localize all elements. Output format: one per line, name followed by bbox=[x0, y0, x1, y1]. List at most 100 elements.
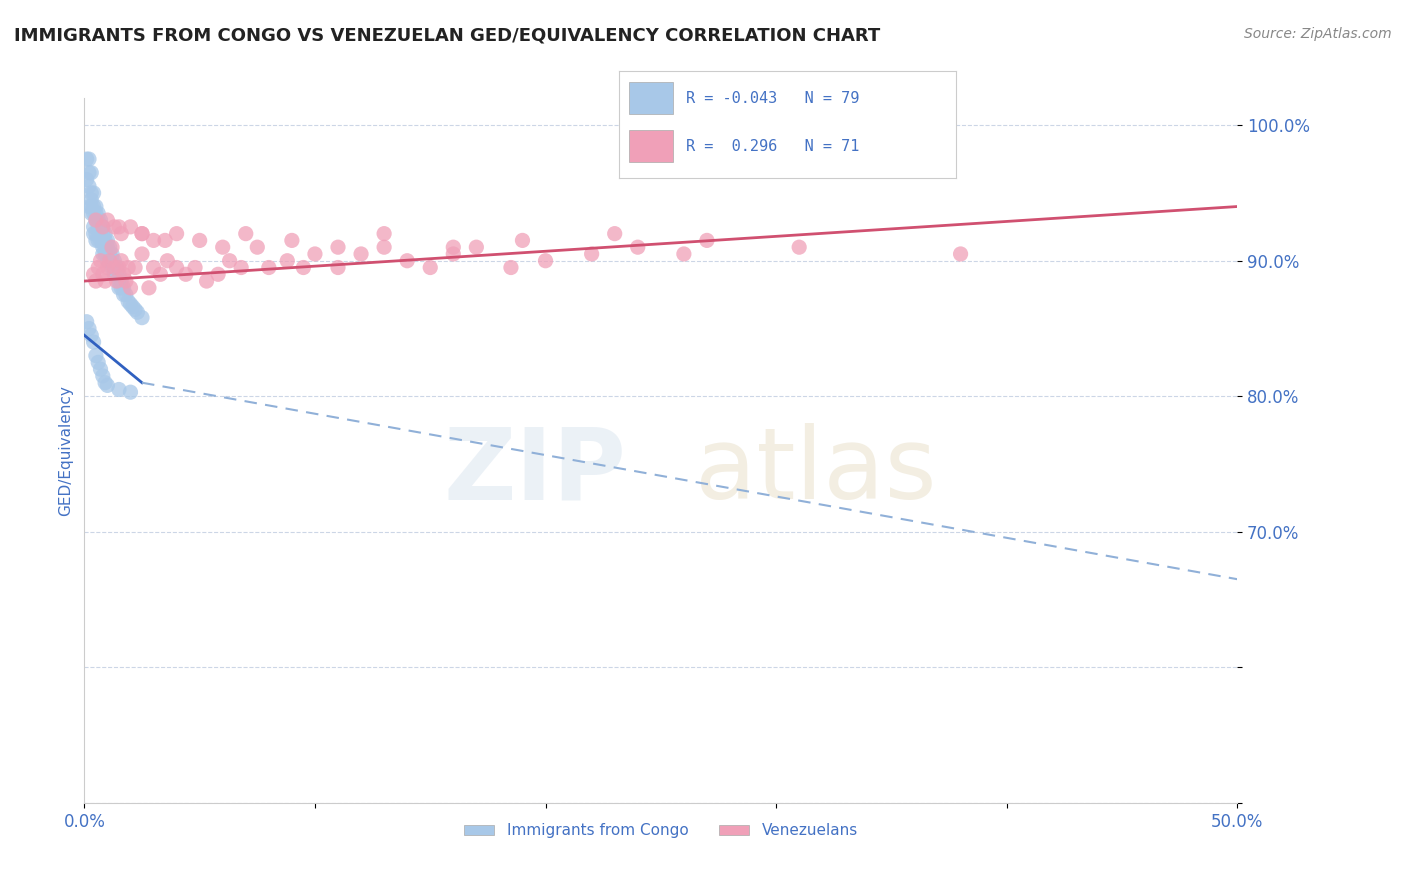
Point bbox=[131, 227, 153, 241]
Point bbox=[207, 268, 229, 282]
Text: IMMIGRANTS FROM CONGO VS VENEZUELAN GED/EQUIVALENCY CORRELATION CHART: IMMIGRANTS FROM CONGO VS VENEZUELAN GED/… bbox=[14, 27, 880, 45]
Point bbox=[98, 240, 121, 254]
Point bbox=[108, 268, 131, 282]
Point bbox=[96, 213, 118, 227]
Point bbox=[188, 234, 211, 248]
Point bbox=[94, 376, 117, 390]
Point bbox=[257, 260, 280, 275]
Text: R =  0.296   N = 71: R = 0.296 N = 71 bbox=[686, 139, 859, 153]
Point bbox=[84, 206, 107, 220]
Point bbox=[94, 274, 117, 288]
Point bbox=[138, 281, 160, 295]
Point bbox=[84, 213, 107, 227]
Point bbox=[120, 281, 142, 295]
Point bbox=[441, 247, 464, 261]
Point bbox=[87, 260, 110, 275]
Point bbox=[96, 234, 118, 248]
Point bbox=[350, 247, 373, 261]
Point bbox=[98, 253, 121, 268]
Point bbox=[103, 260, 125, 275]
Point bbox=[110, 227, 132, 241]
Point bbox=[696, 234, 718, 248]
Point bbox=[124, 302, 146, 317]
Point bbox=[120, 297, 142, 311]
Point bbox=[246, 240, 269, 254]
Point bbox=[124, 260, 146, 275]
Point bbox=[96, 253, 118, 268]
Point bbox=[142, 234, 165, 248]
Point bbox=[110, 274, 132, 288]
Point bbox=[231, 260, 253, 275]
Point bbox=[110, 281, 132, 295]
Point bbox=[94, 247, 117, 261]
Point bbox=[627, 240, 650, 254]
Point bbox=[292, 260, 315, 275]
Point bbox=[581, 247, 603, 261]
Point bbox=[373, 240, 395, 254]
Point bbox=[94, 240, 117, 254]
Point bbox=[89, 219, 111, 234]
Point bbox=[465, 240, 488, 254]
Point bbox=[83, 200, 105, 214]
Point bbox=[84, 274, 107, 288]
Point bbox=[441, 240, 464, 254]
Point bbox=[91, 219, 114, 234]
Point bbox=[103, 260, 125, 275]
Point bbox=[77, 200, 100, 214]
Point bbox=[77, 152, 100, 166]
Point bbox=[89, 227, 111, 241]
Point bbox=[91, 368, 114, 383]
Point bbox=[76, 172, 98, 186]
Point bbox=[117, 260, 139, 275]
Point bbox=[76, 152, 98, 166]
Point bbox=[103, 219, 125, 234]
Point bbox=[91, 234, 114, 248]
Point bbox=[87, 355, 110, 369]
Point bbox=[101, 253, 124, 268]
Point bbox=[83, 268, 105, 282]
Point bbox=[83, 219, 105, 234]
Text: atlas: atlas bbox=[696, 423, 936, 520]
Point bbox=[166, 260, 188, 275]
Point bbox=[84, 349, 107, 363]
Point bbox=[499, 260, 522, 275]
Point bbox=[672, 247, 695, 261]
Point bbox=[80, 186, 103, 200]
Y-axis label: GED/Equivalency: GED/Equivalency bbox=[58, 385, 73, 516]
Point bbox=[83, 206, 105, 220]
Point bbox=[80, 200, 103, 214]
Point bbox=[108, 383, 131, 397]
Point bbox=[76, 315, 98, 329]
Point bbox=[94, 227, 117, 241]
Point bbox=[326, 260, 349, 275]
Point bbox=[153, 234, 176, 248]
Point bbox=[84, 200, 107, 214]
Point bbox=[105, 260, 128, 275]
Text: ZIP: ZIP bbox=[443, 423, 626, 520]
Point bbox=[77, 166, 100, 180]
Point bbox=[949, 247, 972, 261]
Point bbox=[131, 247, 153, 261]
Point bbox=[211, 240, 233, 254]
Point bbox=[96, 260, 118, 275]
Point bbox=[218, 253, 240, 268]
Point bbox=[77, 179, 100, 194]
Point bbox=[108, 281, 131, 295]
Point bbox=[110, 253, 132, 268]
Point bbox=[101, 247, 124, 261]
Point bbox=[89, 213, 111, 227]
Point bbox=[112, 287, 135, 301]
Point bbox=[87, 213, 110, 227]
Point bbox=[121, 300, 143, 314]
Point bbox=[117, 294, 139, 309]
Point bbox=[98, 247, 121, 261]
Point bbox=[80, 206, 103, 220]
Point bbox=[419, 260, 441, 275]
Point bbox=[120, 219, 142, 234]
Point bbox=[89, 362, 111, 376]
Point bbox=[108, 274, 131, 288]
Point bbox=[80, 328, 103, 343]
Point bbox=[91, 268, 114, 282]
Point bbox=[235, 227, 257, 241]
Text: R = -0.043   N = 79: R = -0.043 N = 79 bbox=[686, 91, 859, 105]
